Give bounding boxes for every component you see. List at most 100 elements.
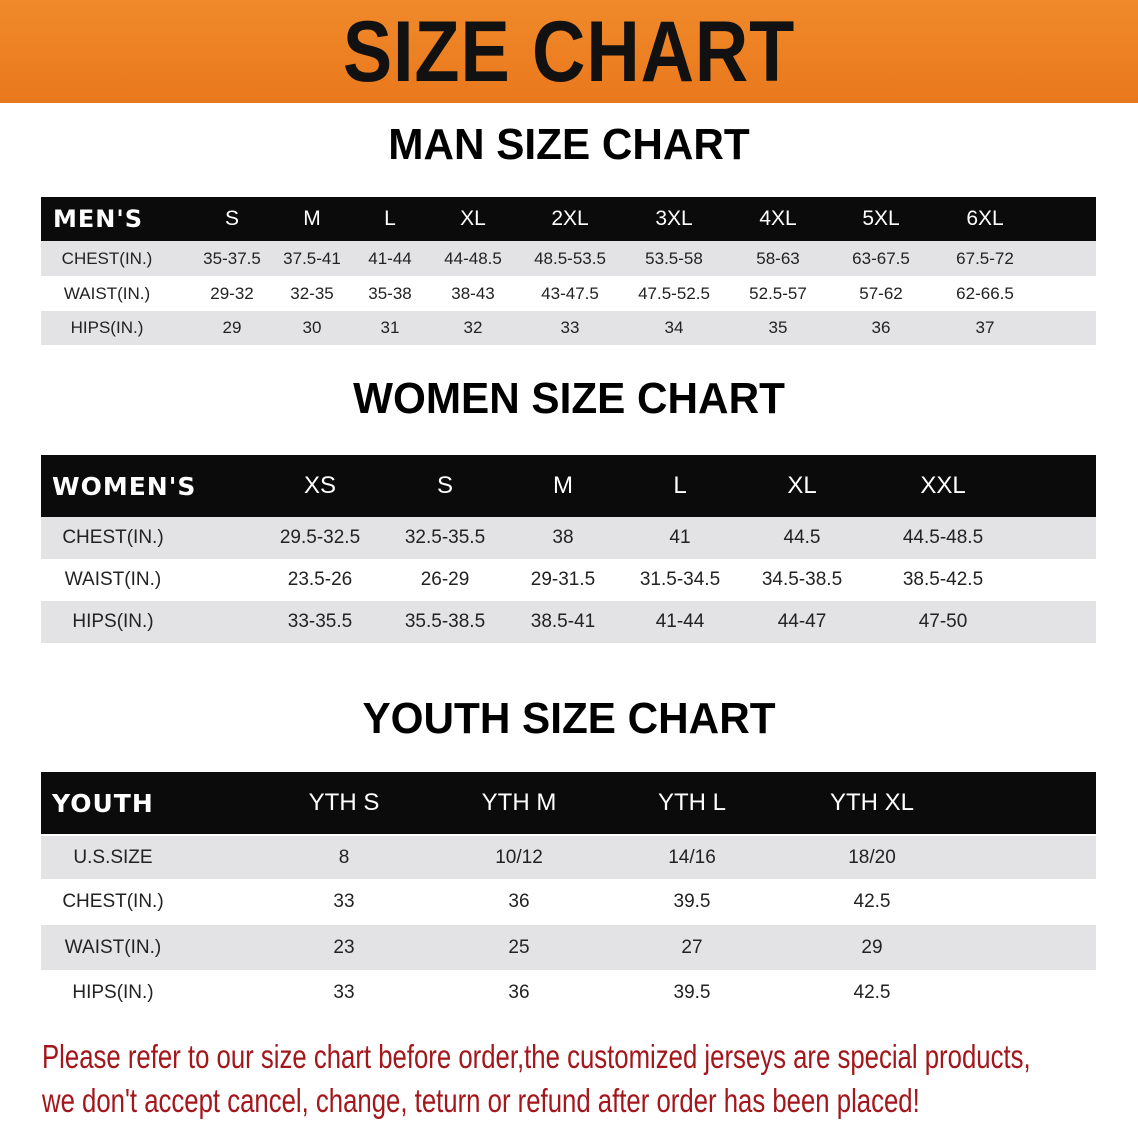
measurement-cell: 42.5 [853, 981, 891, 1003]
men-size-header: L [384, 207, 396, 230]
youth-table-row: WAIST(IN.) 23 25 27 29 [41, 925, 1096, 970]
women-size-header: XXL [920, 472, 966, 499]
measurement-cell: 41-44 [655, 611, 705, 632]
measurement-cell: 23 [333, 936, 355, 958]
measurement-cell: 35.5-38.5 [404, 611, 486, 632]
measurement-cell: 44.5 [783, 527, 821, 548]
men-table-row: WAIST(IN.) 29-32 32-35 35-38 38-43 43-47.5 47.… [41, 276, 1096, 311]
measurement-cell: 37 [975, 318, 995, 337]
men-table-row: CHEST(IN.) 35-37.5 37.5-41 41-44 44-48.5 48.5… [41, 241, 1096, 276]
women-size-header: XS [303, 472, 337, 499]
measurement-cell: 36 [508, 981, 530, 1003]
youth-table-row: HIPS(IN.) 33 36 39.5 42.5 [41, 970, 1096, 1015]
women-size-header: S [436, 472, 454, 499]
women-size-header: M [553, 472, 573, 499]
women-table-row: CHEST(IN.) 29.5-32.5 32.5-35.5 38 41 44.5 44.5… [41, 517, 1096, 559]
men-size-header: 5XL [862, 207, 900, 230]
measurement-cell: 67.5-72 [956, 248, 1014, 268]
disclaimer-line-1: Please refer to our size chart before or… [42, 1038, 1031, 1075]
measurement-cell: 57-62 [859, 283, 903, 303]
women-table-row: WAIST(IN.) 23.5-26 26-29 29-31.5 31.5-34.5 34… [41, 559, 1096, 601]
measurement-cell: 44-48.5 [444, 248, 502, 268]
women-table-row: HIPS(IN.) 33-35.5 35.5-38.5 38.5-41 41-44 44-… [41, 601, 1096, 643]
measurement-cell: 29-31.5 [530, 569, 596, 590]
measurement-cell: 29 [222, 318, 242, 337]
men-size-header: 2XL [551, 207, 589, 230]
row-label: HIPS(IN.) [72, 981, 154, 1003]
youth-size-header: YTH L [657, 789, 727, 816]
youth-size-header: YTH S [308, 789, 380, 816]
youth-size-header: YTH XL [829, 789, 915, 816]
measurement-cell: 47-50 [918, 611, 968, 632]
measurement-cell: 33 [333, 981, 355, 1003]
disclaimer-line-2: we don't accept cancel, change, teturn o… [42, 1082, 920, 1119]
row-label: WAIST(IN.) [63, 283, 151, 303]
measurement-cell: 38-43 [451, 283, 495, 303]
measurement-cell: 29 [861, 936, 883, 958]
youth-table-row: CHEST(IN.) 33 36 39.5 42.5 [41, 879, 1096, 925]
measurement-cell: 36 [871, 318, 891, 337]
measurement-cell: 35-38 [368, 283, 412, 303]
measurement-cell: 35-37.5 [203, 248, 261, 268]
measurement-cell: 58-63 [756, 248, 800, 268]
measurement-cell: 44-47 [777, 611, 827, 632]
youth-header-row: YOUTH YTH S YTH M YTH L YTH XL [41, 772, 1096, 834]
measurement-cell: 38 [552, 527, 574, 548]
row-label: CHEST(IN.) [61, 248, 153, 268]
men-section-title: MAN SIZE CHART [388, 120, 750, 169]
measurement-cell: 62-66.5 [956, 283, 1014, 303]
measurement-cell: 33 [333, 891, 355, 912]
measurement-cell: 30 [302, 318, 322, 337]
measurement-cell: 31 [380, 318, 400, 337]
women-size-header: L [673, 472, 687, 499]
measurement-cell: 33 [560, 318, 580, 337]
measurement-cell: 41 [669, 527, 691, 548]
measurement-cell: 34.5-38.5 [761, 569, 843, 590]
men-header-row: MEN'S S M L XL 2XL 3XL 4XL 5XL 6XL [41, 197, 1096, 241]
measurement-cell: 29-32 [210, 283, 254, 303]
measurement-cell: 23.5-26 [287, 569, 353, 590]
men-size-header: M [303, 207, 321, 230]
measurement-cell: 18/20 [848, 846, 896, 868]
men-table-row: HIPS(IN.) 29 30 31 32 33 34 35 36 37 [41, 311, 1096, 345]
measurement-cell: 26-29 [420, 569, 470, 590]
row-label: WAIST(IN.) [64, 569, 162, 590]
measurement-cell: 48.5-53.5 [534, 248, 606, 268]
measurement-cell: 47.5-52.5 [638, 283, 710, 303]
men-size-header: 4XL [759, 207, 797, 230]
measurement-cell: 14/16 [668, 846, 716, 868]
banner-title: SIZE CHART [342, 4, 796, 100]
measurement-cell: 27 [681, 936, 703, 958]
measurement-cell: 53.5-58 [645, 248, 703, 268]
measurement-cell: 44.5-48.5 [902, 527, 984, 548]
row-label: WAIST(IN.) [64, 936, 162, 958]
measurement-cell: 63-67.5 [852, 248, 910, 268]
men-size-header: S [224, 207, 240, 230]
measurement-cell: 32-35 [290, 283, 334, 303]
measurement-cell: 41-44 [368, 248, 412, 268]
measurement-cell: 29.5-32.5 [279, 527, 361, 548]
men-size-table: MEN'S S M L XL 2XL 3XL 4XL 5XL 6XL CHEST(IN.) 35-37… [41, 197, 1096, 345]
women-header-row: WOMEN'S XS S M L XL XXL [41, 455, 1096, 517]
youth-table-row: U.S.SIZE 8 10/12 14/16 18/20 [41, 836, 1096, 879]
women-section-title: WOMEN SIZE CHART [353, 374, 785, 423]
measurement-cell: 35 [768, 318, 788, 337]
measurement-cell: 39.5 [673, 981, 711, 1003]
measurement-cell: 37.5-41 [283, 248, 341, 268]
measurement-cell: 42.5 [853, 891, 891, 912]
measurement-cell: 33-35.5 [287, 611, 353, 632]
row-label: HIPS(IN.) [72, 611, 154, 632]
measurement-cell: 38.5-41 [530, 611, 596, 632]
row-label: HIPS(IN.) [70, 318, 144, 337]
youth-size-table: YOUTH YTH S YTH M YTH L YTH XL U.S.SIZE 8 10/12… [41, 772, 1096, 1015]
youth-section-title: YOUTH SIZE CHART [362, 694, 776, 743]
women-header-label: WOMEN'S [52, 471, 197, 501]
title-banner: SIZE CHART [0, 0, 1138, 103]
measurement-cell: 8 [338, 846, 350, 868]
measurement-cell: 38.5-42.5 [902, 569, 984, 590]
row-label: U.S.SIZE [73, 846, 153, 868]
measurement-cell: 43-47.5 [541, 283, 599, 303]
measurement-cell: 52.5-57 [749, 283, 807, 303]
men-size-header: XL [460, 207, 486, 230]
men-size-header: 3XL [655, 207, 693, 230]
